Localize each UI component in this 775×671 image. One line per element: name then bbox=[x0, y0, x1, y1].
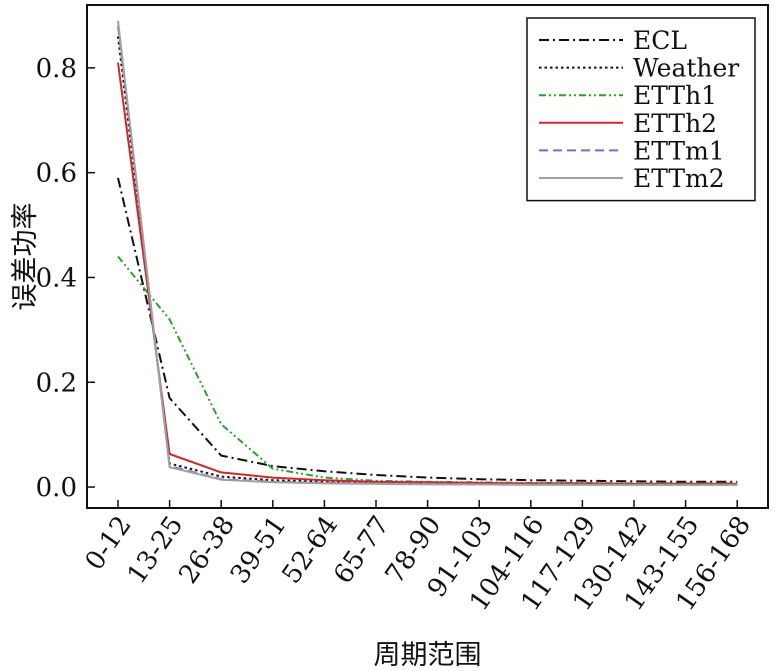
y-axis-title: 误差功率 bbox=[10, 203, 41, 311]
y-tick-label: 0.2 bbox=[36, 368, 77, 398]
series-line-etth1 bbox=[117, 255, 738, 485]
legend-label-etth1: ETTh1 bbox=[633, 81, 717, 110]
x-tick-label: 52-64 bbox=[277, 511, 345, 590]
y-tick-label: 0.8 bbox=[36, 54, 77, 84]
y-tick-label: 0.0 bbox=[36, 473, 77, 503]
y-tick-label: 0.6 bbox=[36, 159, 77, 189]
y-tick-label: 0.4 bbox=[36, 263, 77, 293]
x-tick-label: 39-51 bbox=[225, 511, 293, 590]
x-tick-label: 13-25 bbox=[122, 511, 190, 590]
series-line-ecl bbox=[117, 177, 738, 483]
x-axis-title: 周期范围 bbox=[374, 640, 482, 671]
x-tick-label: 65-77 bbox=[328, 511, 396, 590]
legend-box bbox=[526, 17, 756, 202]
legend-label-weather: Weather bbox=[633, 54, 739, 83]
legend-label-ecl: ECL bbox=[633, 26, 687, 55]
x-tick-label: 26-38 bbox=[173, 511, 241, 590]
series-lines bbox=[117, 20, 738, 486]
series-line-ettm2 bbox=[117, 20, 738, 486]
legend-label-ettm1: ETTm1 bbox=[633, 136, 725, 165]
legend-label-ettm2: ETTm2 bbox=[633, 164, 725, 193]
legend-label-etth2: ETTh2 bbox=[633, 109, 717, 138]
